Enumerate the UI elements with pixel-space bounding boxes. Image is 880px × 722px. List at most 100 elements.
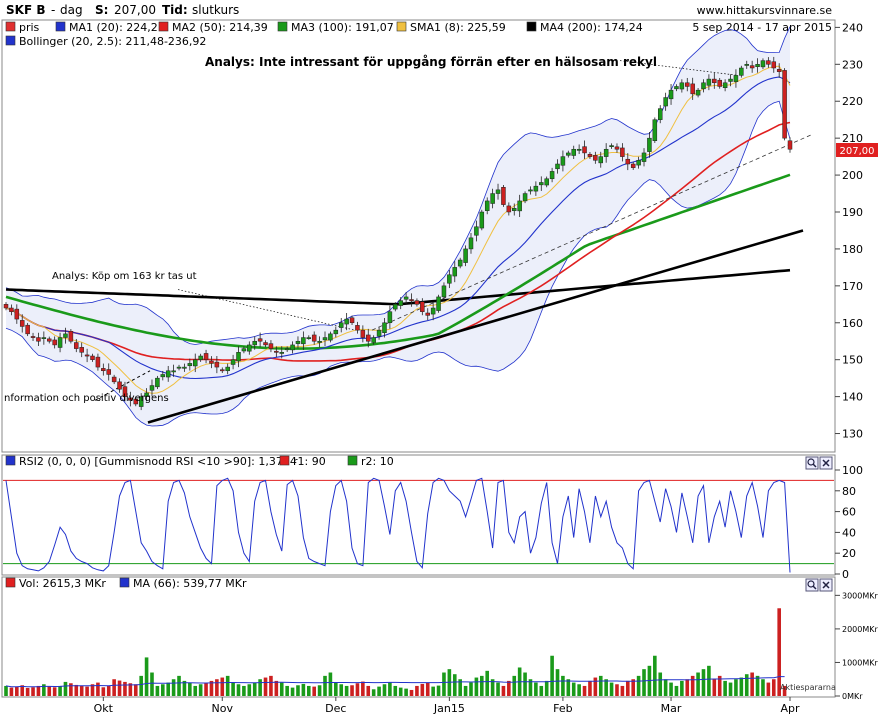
volume-bar bbox=[334, 682, 338, 696]
price-tick-label: 190 bbox=[842, 206, 863, 219]
volume-bar bbox=[128, 683, 133, 696]
candle-body bbox=[106, 369, 111, 375]
candle-body bbox=[647, 137, 652, 152]
volume-ma-line bbox=[5, 676, 785, 688]
candle-body bbox=[68, 331, 74, 342]
volume-bar bbox=[350, 685, 354, 696]
rsi-zoom-icon[interactable] bbox=[805, 456, 819, 470]
candle-body bbox=[641, 152, 647, 162]
ma3-line bbox=[5, 173, 791, 350]
volume-bar bbox=[47, 686, 52, 696]
volume-bar bbox=[279, 682, 284, 696]
rsi-tick-label: 20 bbox=[842, 547, 856, 560]
last-price-value: 207,00 bbox=[114, 3, 156, 17]
candle-body bbox=[182, 366, 187, 369]
candle-body bbox=[701, 82, 706, 90]
volume-bar bbox=[306, 685, 311, 696]
price-tag: 207,00 bbox=[836, 143, 878, 157]
volume-bar bbox=[766, 682, 771, 696]
volume-bar bbox=[544, 680, 549, 696]
rsi-line bbox=[5, 477, 791, 573]
candle-body bbox=[387, 311, 393, 324]
candle-body bbox=[52, 339, 57, 346]
candle-body bbox=[9, 307, 14, 312]
candle-body bbox=[425, 312, 430, 316]
candle-body bbox=[247, 344, 252, 352]
vol-close-icon[interactable] bbox=[819, 578, 833, 592]
candle-body bbox=[771, 61, 777, 69]
candle-body bbox=[712, 78, 717, 84]
candle-body bbox=[63, 333, 68, 338]
candle-body bbox=[203, 353, 209, 360]
candle-body bbox=[614, 146, 620, 150]
volume-bar bbox=[101, 687, 106, 696]
vol-zoom-icon[interactable] bbox=[805, 578, 819, 592]
candle-body bbox=[625, 158, 631, 165]
volume-bar bbox=[452, 674, 457, 696]
candle-body bbox=[685, 82, 690, 87]
volume-bar bbox=[415, 685, 419, 696]
candle-body bbox=[603, 148, 609, 157]
annotation-top: Analys: Inte intressant för uppgång förr… bbox=[205, 55, 657, 69]
candle-body bbox=[787, 140, 793, 150]
volume-bar bbox=[685, 679, 690, 696]
rsi-legend-label: r1: 90 bbox=[293, 455, 326, 468]
volume-bar bbox=[166, 682, 171, 696]
candle-body bbox=[679, 82, 685, 90]
volume-bar bbox=[755, 675, 760, 696]
candle-body bbox=[90, 355, 95, 360]
candle-body bbox=[160, 374, 166, 378]
volume-bar bbox=[225, 675, 230, 696]
volume-bar bbox=[31, 687, 35, 696]
rsi-legend-swatch bbox=[5, 455, 16, 466]
volume-bar bbox=[469, 682, 473, 696]
volume-bar bbox=[361, 681, 365, 696]
candle-body bbox=[225, 366, 230, 372]
candle-body bbox=[257, 338, 263, 342]
volume-bar bbox=[382, 684, 387, 696]
month-label: Apr bbox=[780, 702, 800, 715]
candle-body bbox=[782, 70, 787, 139]
vol-legend-label: Vol: 2615,3 MKr bbox=[19, 577, 106, 590]
volume-bar bbox=[69, 683, 73, 696]
candle-body bbox=[430, 307, 436, 315]
candle-body bbox=[722, 82, 728, 89]
volume-bar bbox=[442, 672, 446, 696]
volume-bar bbox=[133, 684, 138, 696]
candle-body bbox=[566, 152, 571, 156]
volume-bar bbox=[112, 679, 116, 696]
volume-bar bbox=[150, 672, 154, 696]
volume-bar bbox=[566, 679, 571, 696]
volume-bar bbox=[561, 675, 565, 696]
volume-bar bbox=[188, 682, 192, 696]
volume-bar bbox=[290, 687, 295, 696]
candle-body bbox=[609, 145, 614, 147]
rsi-close-icon[interactable] bbox=[819, 456, 833, 470]
support-trendline bbox=[147, 229, 804, 424]
month-label: Mar bbox=[661, 702, 682, 715]
volume-bar bbox=[501, 685, 506, 696]
volume-bar bbox=[52, 687, 57, 696]
candle-body bbox=[366, 334, 371, 342]
candle-body bbox=[322, 337, 328, 341]
volume-bar bbox=[377, 686, 381, 696]
candle-body bbox=[441, 285, 447, 298]
rsi-legend-label: r2: 10 bbox=[361, 455, 394, 468]
volume-bar bbox=[155, 685, 160, 696]
candle-body bbox=[290, 344, 295, 351]
volume-bar bbox=[636, 675, 641, 696]
volume-bar bbox=[642, 669, 646, 696]
dashed-trendline bbox=[371, 134, 813, 331]
volume-bar bbox=[761, 679, 765, 696]
candle-body bbox=[522, 193, 528, 202]
rsi-panel bbox=[1, 454, 836, 576]
legend-label: MA2 (50): 214,39 bbox=[172, 21, 268, 34]
candle-body bbox=[549, 171, 555, 180]
candle-body bbox=[171, 370, 176, 373]
volume-bar bbox=[680, 680, 684, 696]
annotations: Analys: Inte intressant för uppgång förr… bbox=[4, 55, 657, 404]
volume-bar bbox=[247, 684, 252, 696]
candle-body bbox=[436, 296, 441, 311]
volume-bar bbox=[690, 675, 695, 696]
volume-bar bbox=[480, 675, 484, 696]
